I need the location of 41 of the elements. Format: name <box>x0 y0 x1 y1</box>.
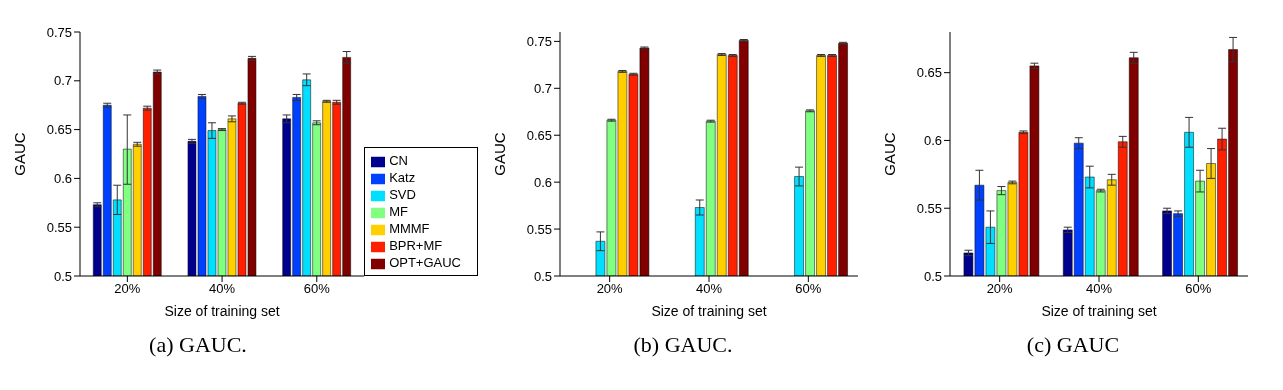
x-tick-label: 40% <box>1085 281 1113 297</box>
text: (a) GAUC. <box>148 332 248 358</box>
y-axis-title: GAUC <box>881 132 899 176</box>
legend-label: MF <box>389 204 408 219</box>
text: (b) GAUC. <box>632 332 734 358</box>
x-tick-label: 20% <box>596 281 624 297</box>
x-tick-label: 60% <box>1185 281 1212 297</box>
legend-label: OPT+GAUC <box>389 255 461 270</box>
legend-label: Katz <box>389 170 416 185</box>
y-tick-label: 0.6 <box>53 171 72 187</box>
legend-label: CN <box>389 153 408 168</box>
legend-label: MMMF <box>389 221 430 236</box>
x-axis-title: Size of training set <box>651 303 767 319</box>
legend-label: BPR+MF <box>389 238 443 253</box>
y-tick-label: 0.65 <box>916 65 942 81</box>
y-tick-label: 0.6 <box>923 133 942 149</box>
y-tick-label: 0.75 <box>526 34 552 49</box>
x-tick-label: 20% <box>114 281 141 297</box>
y-tick-label: 0.55 <box>46 219 72 235</box>
x-axis-title: Size of training set <box>164 303 280 319</box>
y-tick-label: 0.75 <box>46 24 72 40</box>
text: (c) GAUC <box>1025 332 1121 358</box>
y-tick-label: 0.7 <box>53 73 72 89</box>
y-tick-label: 0.65 <box>46 122 72 138</box>
y-tick-label: 0.55 <box>526 221 552 237</box>
x-tick-label: 20% <box>986 281 1014 297</box>
y-axis-title: GAUC <box>491 132 509 176</box>
x-tick-label: 40% <box>695 281 723 297</box>
x-tick-label: 40% <box>209 281 236 297</box>
y-axis-title: GAUC <box>11 132 29 176</box>
y-tick-label: 0.7 <box>533 80 552 96</box>
y-tick-label: 0.65 <box>526 127 552 143</box>
y-tick-label: 0.5 <box>923 268 942 284</box>
x-axis-title: Size of training set <box>1041 303 1157 319</box>
x-tick-label: 60% <box>303 281 331 297</box>
y-tick-label: 0.55 <box>916 200 942 216</box>
legend-label: SVD <box>389 187 416 202</box>
y-tick-label: 0.5 <box>53 268 72 284</box>
y-tick-label: 0.5 <box>533 268 552 284</box>
y-tick-label: 0.6 <box>533 174 552 190</box>
x-tick-label: 60% <box>795 281 822 297</box>
